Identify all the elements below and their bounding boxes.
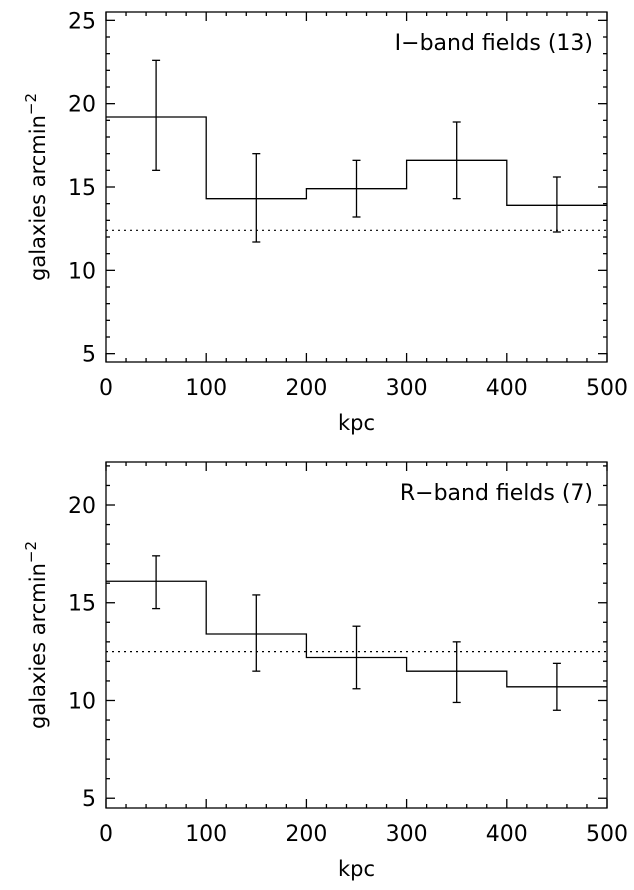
x-axis-title: kpc <box>338 411 375 435</box>
y-tick-label: 5 <box>82 343 96 368</box>
x-tick-label: 100 <box>185 822 227 847</box>
y-axis-title-exponent: −2 <box>22 541 40 563</box>
bottom-panel-r-band: R−band fields (7) kpc galaxies arcmin−2 … <box>22 461 628 881</box>
y-tick-label: 15 <box>68 176 96 201</box>
y-axis-title: galaxies arcmin−2 <box>22 93 50 281</box>
x-tick-label: 0 <box>99 376 113 401</box>
error-bar <box>152 59 161 171</box>
x-tick-label: 300 <box>386 376 428 401</box>
y-tick-label: 10 <box>68 259 96 284</box>
y-tick-label: 5 <box>82 787 96 812</box>
y-axis-title-exponent: −2 <box>22 93 40 115</box>
y-tick-label: 20 <box>68 494 96 519</box>
error-bar <box>552 662 561 711</box>
x-tick-label: 400 <box>486 822 528 847</box>
x-tick-label: 300 <box>386 822 428 847</box>
error-bar <box>252 153 261 243</box>
error-bar <box>452 121 461 200</box>
panel-annotation: I−band fields (13) <box>395 31 593 56</box>
y-tick-label: 20 <box>68 93 96 118</box>
y-tick-label: 10 <box>68 689 96 714</box>
x-tick-label: 200 <box>285 376 327 401</box>
x-axis-title: kpc <box>338 857 375 881</box>
error-bar <box>452 641 461 704</box>
y-tick-label: 15 <box>68 592 96 617</box>
error-bar <box>352 159 361 218</box>
plot-frame <box>105 461 608 809</box>
error-bar <box>152 555 161 610</box>
y-axis-title: galaxies arcmin−2 <box>22 541 50 729</box>
y-axis-title-base: galaxies arcmin <box>26 115 50 281</box>
x-tick-label: 400 <box>486 376 528 401</box>
x-tick-label: 100 <box>185 376 227 401</box>
error-bar <box>352 625 361 690</box>
x-tick-label: 200 <box>285 822 327 847</box>
x-tick-label: 500 <box>586 376 628 401</box>
panel-annotation: R−band fields (7) <box>400 481 593 506</box>
x-tick-label: 500 <box>586 822 628 847</box>
error-bar <box>552 176 561 233</box>
error-bar <box>252 594 261 672</box>
x-tick-label: 0 <box>99 822 113 847</box>
top-panel-i-band: I−band fields (13) kpc galaxies arcmin−2… <box>22 9 628 435</box>
y-axis-title-base: galaxies arcmin <box>26 563 50 729</box>
y-tick-label: 25 <box>68 9 96 34</box>
